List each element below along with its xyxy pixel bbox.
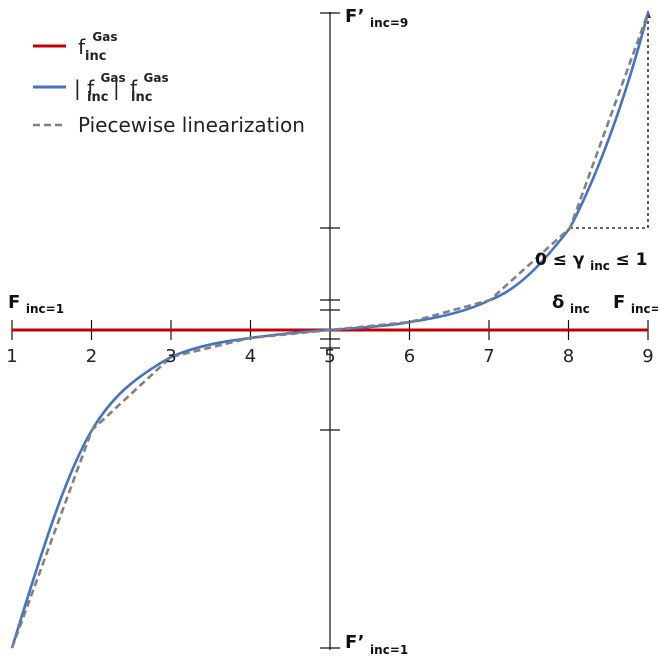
gray-piecewise-line (10, 12, 650, 649)
fp-inc-1-main: F’ (345, 632, 364, 653)
legend-blue-bar2: | (113, 76, 120, 100)
legend-blue-main1: f (87, 76, 95, 100)
legend-red-sub: inc (85, 49, 106, 64)
delta-sub: inc (570, 302, 590, 316)
tick-label-7: 7 (483, 346, 494, 367)
f-inc-9-sub: inc=9 (631, 302, 658, 316)
tick-label-8: 8 (563, 346, 574, 367)
f-inc-1-sub: inc=1 (26, 302, 64, 316)
f-inc-9-label: F inc=9 (613, 292, 658, 316)
legend-blue-bar1: | (74, 76, 81, 100)
fp-inc-1-sub: inc=1 (370, 643, 408, 657)
gamma-left: 0 ≤ γ (535, 250, 585, 270)
legend-gray-label: Piecewise linearization (78, 113, 305, 137)
legend: f Gas inc | f Gas inc | f Gas inc Piecew… (33, 22, 305, 137)
legend-blue-sub2: inc (131, 90, 152, 105)
tick-label-9: 9 (642, 346, 653, 367)
tick-label-5: 5 (324, 346, 335, 367)
gamma-triangle (570, 13, 649, 229)
gamma-right: ≤ 1 (615, 250, 647, 270)
gamma-label: 0 ≤ γ inc ≤ 1 (535, 250, 647, 274)
horizontal-tick-labels: 1 2 3 4 5 6 7 8 9 (6, 346, 653, 367)
tick-label-6: 6 (404, 346, 415, 367)
legend-blue-main2: f (130, 76, 138, 100)
legend-red-main: f (78, 35, 86, 59)
legend-blue-sub1: inc (87, 90, 108, 105)
delta-label: δ inc (552, 292, 590, 316)
fp-inc-9-main: F’ (345, 6, 364, 27)
fp-inc-9-label: F’ inc=9 (345, 6, 408, 30)
f-inc-1-main: F (8, 292, 20, 313)
gamma-sub: inc (590, 259, 610, 273)
fp-inc-9-sub: inc=9 (370, 16, 408, 30)
tick-label-3: 3 (165, 346, 176, 367)
legend-blue-label: | f Gas inc | f Gas inc (74, 63, 175, 106)
fp-inc-1-label: F’ inc=1 (345, 632, 408, 657)
delta-main: δ (552, 292, 564, 313)
legend-red-label: f Gas inc (78, 22, 124, 64)
legend-blue-sup2: Gas (144, 71, 169, 85)
f-inc-1-label: F inc=1 (8, 292, 64, 316)
f-inc-9-main: F (613, 292, 625, 313)
legend-red-sup: Gas (92, 30, 117, 44)
tick-label-4: 4 (245, 346, 256, 367)
tick-label-1: 1 (6, 346, 17, 367)
tick-label-2: 2 (86, 346, 97, 367)
